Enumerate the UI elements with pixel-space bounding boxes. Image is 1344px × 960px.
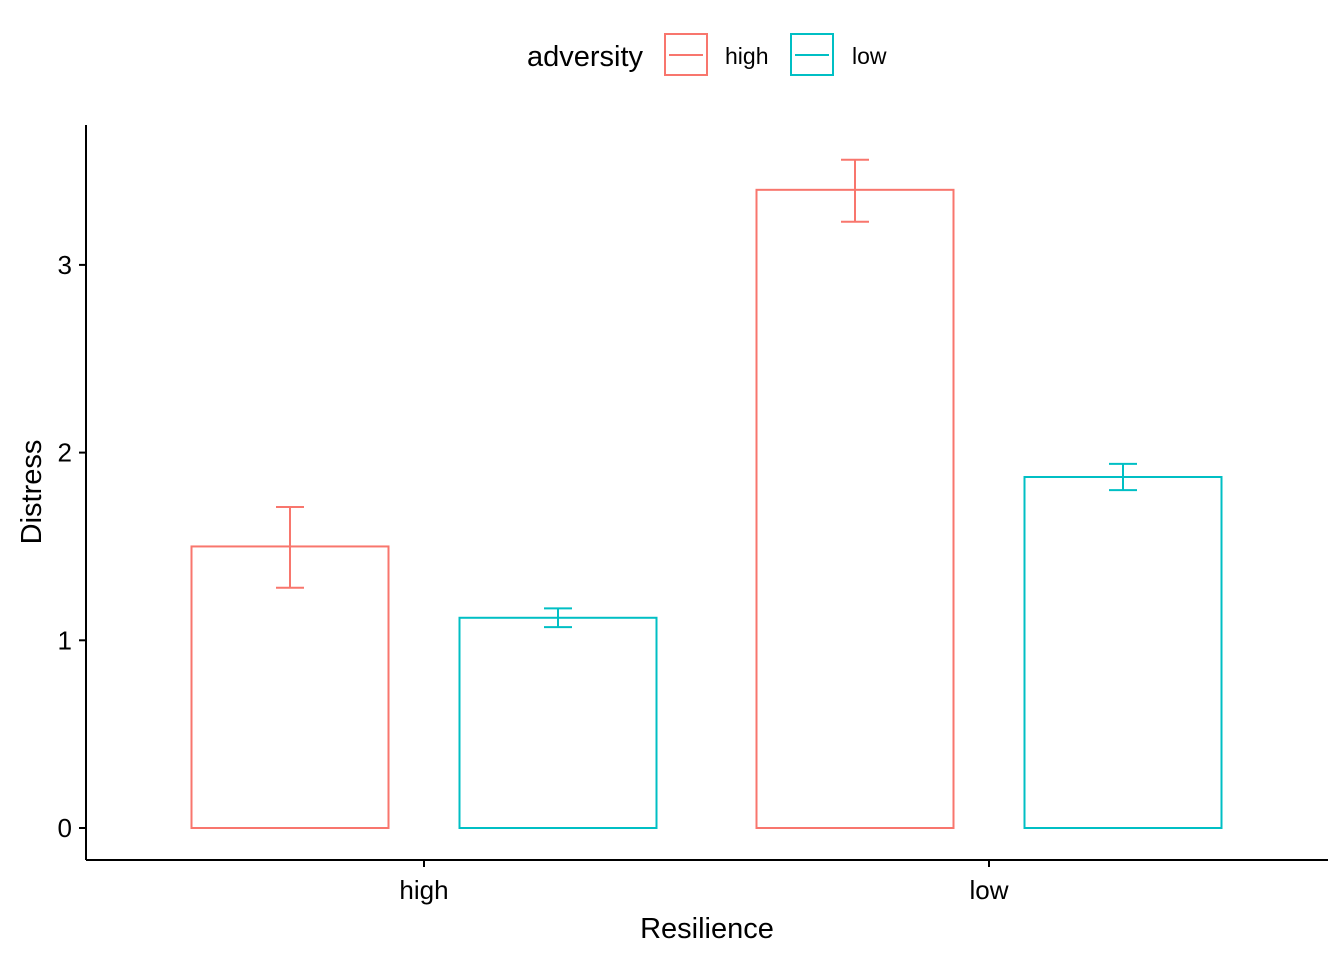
legend-label-high: high: [725, 43, 768, 69]
x-ticks: high low: [399, 860, 1009, 905]
y-tick-label: 3: [58, 250, 72, 280]
x-tick-label-low: low: [969, 875, 1008, 905]
bar-high-adversity-low-resilience: [755, 188, 955, 829]
error-bar-low-low: [1109, 462, 1137, 492]
legend-key-low: [790, 33, 834, 76]
y-tick-label: 0: [58, 813, 72, 843]
y-ticks: 0 1 2 3: [58, 250, 86, 843]
x-axis-title: Resilience: [640, 913, 774, 945]
legend-title: adversity: [527, 41, 644, 73]
bars: [190, 188, 1223, 829]
x-tick-label-high: high: [399, 875, 448, 905]
y-tick-label: 1: [58, 625, 72, 655]
legend-entry-low: low: [790, 33, 887, 76]
error-bar-high-high: [276, 506, 304, 589]
legend-entry-high: high: [664, 33, 768, 76]
error-bar-high-low: [841, 158, 869, 223]
bar-low-adversity-low-resilience: [1023, 476, 1223, 829]
legend-key-high: [664, 33, 708, 76]
y-axis-title: Distress: [16, 440, 48, 545]
error-bars: [276, 158, 1137, 629]
legend-label-low: low: [852, 43, 887, 69]
legend: adversity high low: [527, 33, 887, 76]
y-tick-label: 2: [58, 438, 72, 468]
bar-low-adversity-high-resilience: [458, 616, 658, 829]
error-bar-low-high: [544, 607, 572, 629]
